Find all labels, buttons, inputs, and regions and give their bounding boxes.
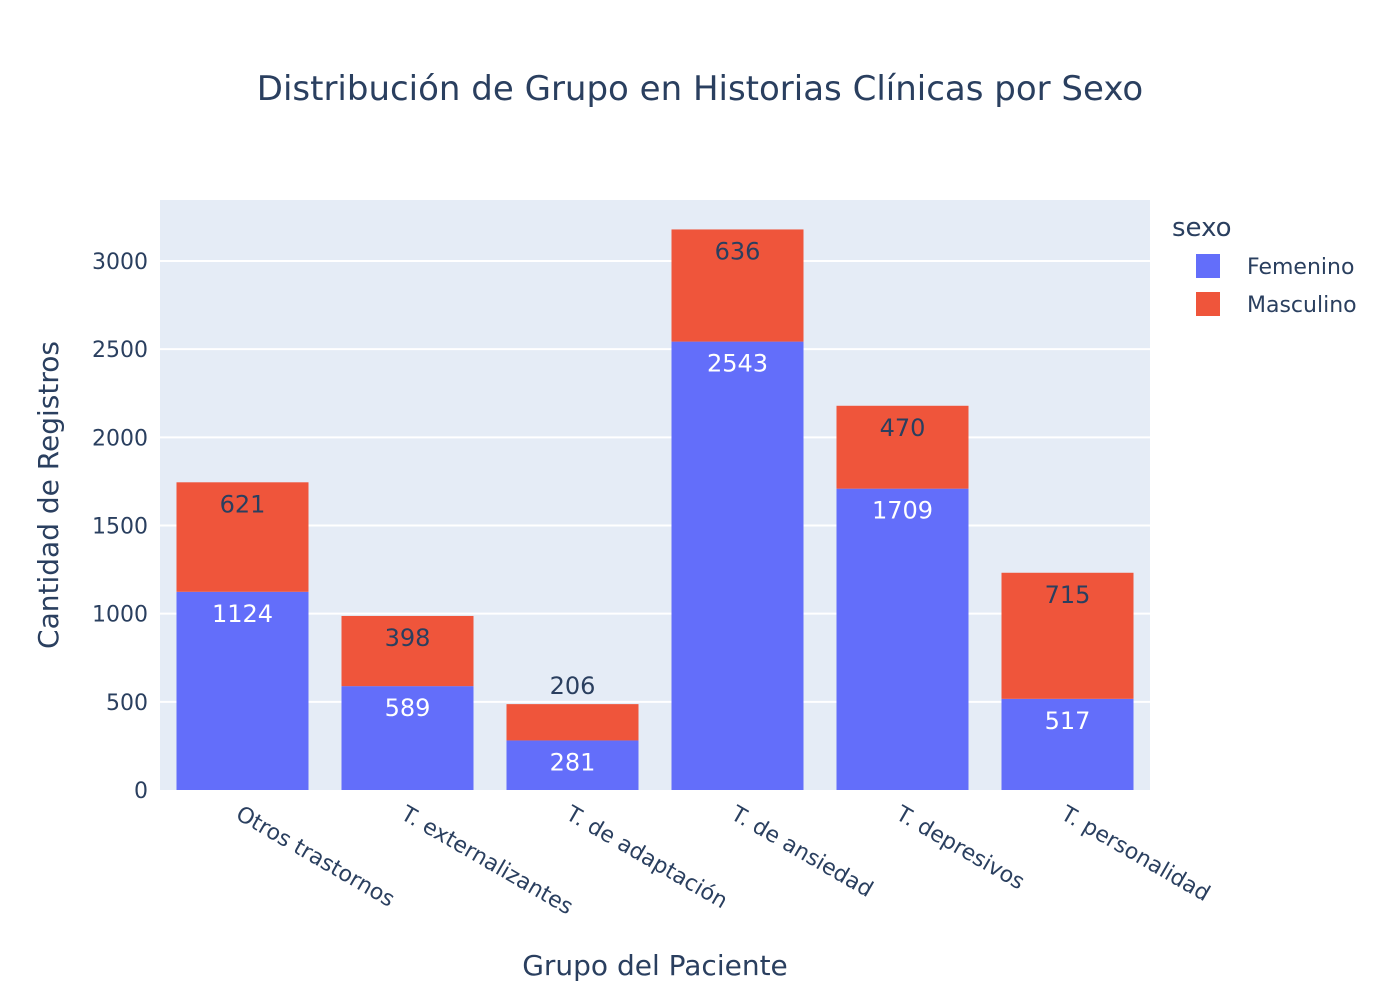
y-axis-title: Cantidad de Registros — [32, 341, 65, 649]
bar-masculino — [506, 704, 639, 741]
x-tick-label: T. depresivos — [891, 801, 1029, 895]
gridlines — [160, 260, 1150, 703]
bar-value-label: 2543 — [707, 350, 768, 378]
bar-femenino — [836, 488, 969, 790]
bar-value-label: 470 — [880, 414, 926, 442]
legend-items: Femenino Masculino — [1196, 254, 1357, 318]
bars: 1124 621 589 398 281 206 2543 636 1709 470 517 715 — [176, 229, 1134, 790]
x-tick-label: T. de adaptación — [561, 801, 732, 914]
plot-background — [160, 200, 1150, 790]
x-axis-title: Grupo del Paciente — [522, 949, 788, 982]
legend-swatch — [1196, 254, 1220, 278]
y-tick-label: 2500 — [92, 338, 148, 363]
legend-swatch — [1196, 292, 1220, 316]
bar-value-label: 398 — [385, 624, 431, 652]
legend-label: Femenino — [1247, 255, 1354, 280]
chart-title: Distribución de Grupo en Historias Clíni… — [257, 69, 1143, 109]
bar-femenino — [176, 591, 309, 790]
bar-femenino — [1001, 698, 1134, 790]
legend: sexo Femenino Masculino — [1172, 213, 1357, 318]
bar-femenino — [341, 686, 474, 790]
bar-value-label: 206 — [550, 672, 596, 700]
y-tick-label: 1000 — [92, 603, 148, 628]
x-tick-label: T. de ansiedad — [726, 801, 877, 903]
x-tick-label: Otros trastornos — [232, 802, 399, 913]
y-tick-label: 2000 — [92, 426, 148, 451]
bar-masculino — [1001, 572, 1134, 699]
y-tick-label: 3000 — [92, 250, 148, 275]
bar-value-label: 589 — [385, 694, 431, 722]
bar-value-label: 517 — [1045, 707, 1091, 735]
y-tick-label: 1500 — [92, 515, 148, 540]
y-tick-label: 0 — [134, 779, 148, 804]
bar-masculino — [341, 615, 474, 687]
bar-femenino — [506, 740, 639, 790]
bar-value-label: 1709 — [872, 497, 933, 525]
bar-masculino — [836, 405, 969, 489]
bar-value-label: 1124 — [212, 600, 273, 628]
bar-value-label: 715 — [1045, 581, 1091, 609]
bar-masculino — [671, 229, 804, 342]
x-tick-label: T. externalizantes — [396, 801, 577, 920]
y-tick-label: 500 — [106, 691, 148, 716]
bar-femenino — [671, 341, 804, 790]
bar-value-label: 281 — [550, 748, 596, 776]
x-tick-label: T. personalidad — [1056, 801, 1214, 907]
bar-value-label: 636 — [715, 237, 761, 265]
bar-value-label: 621 — [220, 490, 266, 518]
legend-title: sexo — [1172, 213, 1232, 243]
bar-masculino — [176, 482, 309, 592]
y-axis-ticks: 0 500 1000 1500 2000 2500 3000 — [92, 250, 148, 804]
legend-label: Masculino — [1247, 293, 1357, 318]
